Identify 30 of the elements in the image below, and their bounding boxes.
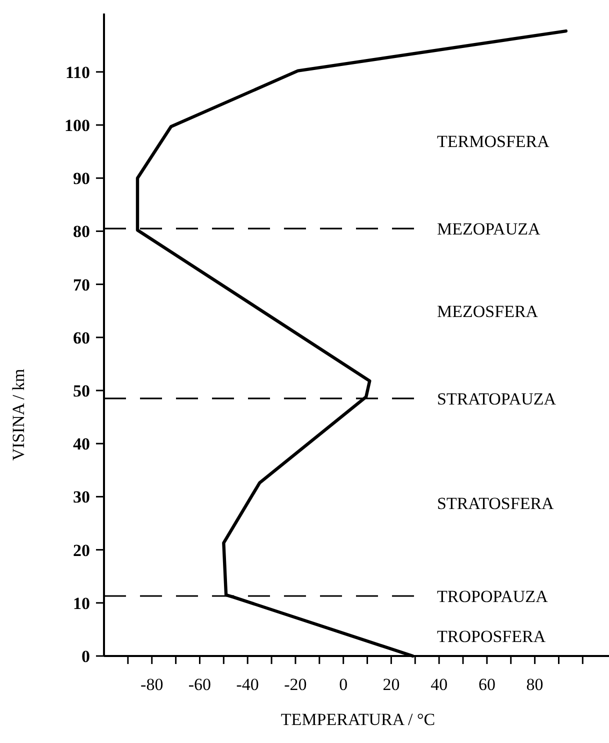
x-tick-label: -60 <box>188 675 212 694</box>
x-axis-title: TEMPERATURA / °C <box>280 710 436 729</box>
y-tick-label: 100 <box>64 116 90 135</box>
x-tick-label: 0 <box>339 675 348 694</box>
annotation: STRATOSFERA <box>437 494 555 513</box>
ref-line-label: MEZOPAUZA <box>437 220 541 238</box>
ref-line-label: TROPOPAUZA <box>437 586 549 606</box>
x-tick-label: 80 <box>526 675 544 694</box>
annotation: TERMOSFERA <box>437 132 550 151</box>
y-tick-label: 40 <box>73 434 90 454</box>
y-tick-label: 30 <box>73 488 90 507</box>
y-tick-label: 20 <box>73 540 90 560</box>
x-tick-label: -80 <box>140 675 164 694</box>
y-tick-label: 80 <box>73 222 90 242</box>
x-tick-label: -20 <box>284 675 307 694</box>
y-tick-label: 50 <box>73 381 90 400</box>
y-tick-label: 10 <box>73 594 90 613</box>
y-tick-label: 90 <box>73 169 90 188</box>
annotation: MEZOSFERA <box>437 302 539 321</box>
y-tick-label: 110 <box>65 62 90 82</box>
y-axis-title: VISINA / km <box>9 368 28 461</box>
ref-line-label: STRATOPAUZA <box>437 389 557 408</box>
y-tick-label: 0 <box>82 646 90 666</box>
x-tick-label: 20 <box>382 675 400 694</box>
y-tick-label: 70 <box>73 275 90 294</box>
annotation: TROPOSFERA <box>437 626 546 646</box>
y-tick-label: 60 <box>73 328 90 348</box>
x-tick-label: 60 <box>478 675 496 694</box>
x-tick-label: 40 <box>430 675 448 694</box>
x-tick-label: -40 <box>236 675 259 694</box>
